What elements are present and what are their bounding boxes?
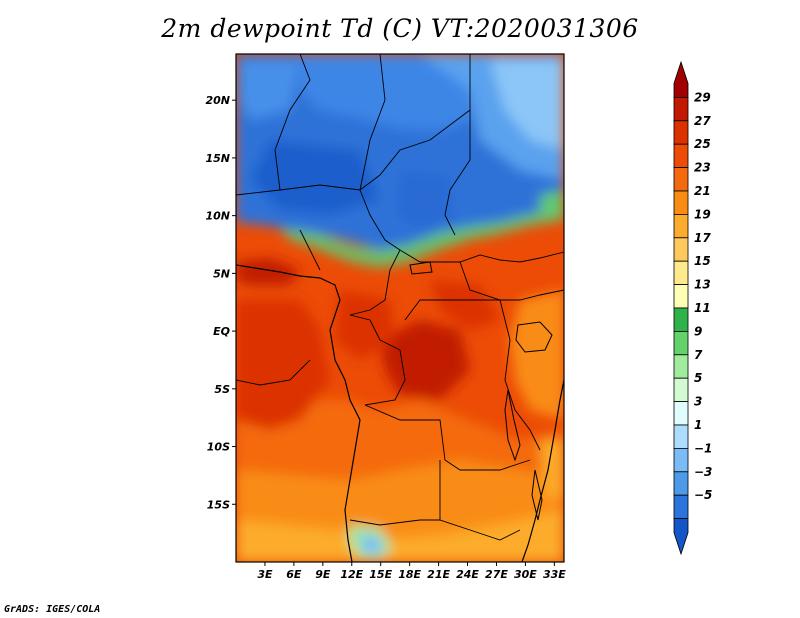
dewpoint-field — [236, 54, 564, 562]
colorbar-segment — [673, 190, 689, 215]
lon-tick-label: 15E — [369, 568, 392, 581]
lat-tick-label: 5S — [214, 383, 230, 396]
colorbar-label: 13 — [694, 278, 711, 292]
lat-tick-label: 5N — [213, 267, 230, 280]
colorbar-segment — [673, 471, 689, 496]
lat-tick-label: 15S — [207, 498, 230, 511]
colorbar-label: 3 — [694, 395, 702, 409]
colorbar-label: 23 — [694, 161, 711, 175]
country-borders — [236, 54, 564, 541]
colorbar-segment — [673, 213, 689, 239]
colorbar-label: 17 — [694, 231, 711, 245]
colorbar-label: 21 — [694, 184, 711, 198]
lakes — [409, 261, 553, 521]
colorbar-label: 7 — [694, 348, 703, 362]
lat-tick-label: 10S — [207, 441, 230, 454]
colorbar-label: −1 — [694, 441, 712, 455]
colorbar-label: 29 — [694, 90, 711, 104]
lon-tick-label: 9E — [315, 568, 331, 581]
colorbar-label: −5 — [694, 488, 712, 502]
colorbar-label: 11 — [694, 301, 711, 315]
longitude-axis: 3E 6E 9E 12E 15E 18E 21E 24E 27E 30E 33E — [257, 562, 566, 581]
colorbar-label: 1 — [694, 418, 702, 432]
colorbar-segment — [673, 237, 689, 262]
lon-tick-label: 24E — [456, 568, 479, 581]
colorbar-label: 25 — [694, 137, 711, 151]
colorbar-label: −3 — [694, 465, 712, 479]
colorbar-segment — [673, 120, 689, 145]
lat-tick-label: 20N — [205, 94, 230, 107]
lon-tick-label: 33E — [543, 568, 566, 581]
lat-tick-label: EQ — [213, 325, 230, 338]
lat-tick-label: 10N — [205, 210, 230, 223]
colorbar-segment — [673, 260, 689, 286]
colorbar-segment — [673, 284, 689, 309]
lon-tick-label: 6E — [286, 568, 302, 581]
lon-tick-label: 3E — [257, 568, 273, 581]
colorbar-segment — [673, 143, 689, 168]
lon-tick-label: 12E — [340, 568, 363, 581]
colorbar-segment — [673, 60, 689, 98]
colorbar-segment — [673, 97, 689, 122]
map-title: 2m dewpoint Td (C) VT:2020031306 — [161, 14, 639, 43]
colorbar-segment — [673, 401, 689, 426]
map-frame — [235, 53, 565, 563]
lon-tick-label: 18E — [398, 568, 421, 581]
colorbar-segment — [673, 447, 689, 473]
lon-tick-label: 30E — [514, 568, 537, 581]
colorbar: 29 27 25 23 21 19 17 15 13 11 9 7 5 3 1 −1 −3 −5 — [673, 60, 712, 556]
lon-tick-label: 21E — [427, 568, 450, 581]
colorbar-segment — [673, 330, 689, 356]
colorbar-label: 19 — [694, 207, 711, 221]
colorbar-segment — [673, 424, 689, 449]
colorbar-label: 5 — [694, 371, 702, 385]
colorbar-label: 27 — [694, 114, 711, 128]
latitude-axis: 20N 15N 10N 5N EQ 5S 10S 15S — [205, 94, 236, 511]
colorbar-segment — [673, 494, 689, 520]
coastlines — [236, 264, 564, 562]
grads-credit: GrADS: IGES/COLA — [4, 604, 101, 615]
colorbar-label: 9 — [694, 324, 702, 338]
lat-tick-label: 15N — [205, 152, 230, 165]
colorbar-label: 15 — [694, 254, 711, 268]
colorbar-segment — [673, 167, 689, 192]
colorbar-segment — [673, 354, 689, 379]
colorbar-segment — [673, 307, 689, 332]
colorbar-segment — [673, 377, 689, 403]
colorbar-segment — [673, 518, 689, 556]
lon-tick-label: 27E — [485, 568, 508, 581]
